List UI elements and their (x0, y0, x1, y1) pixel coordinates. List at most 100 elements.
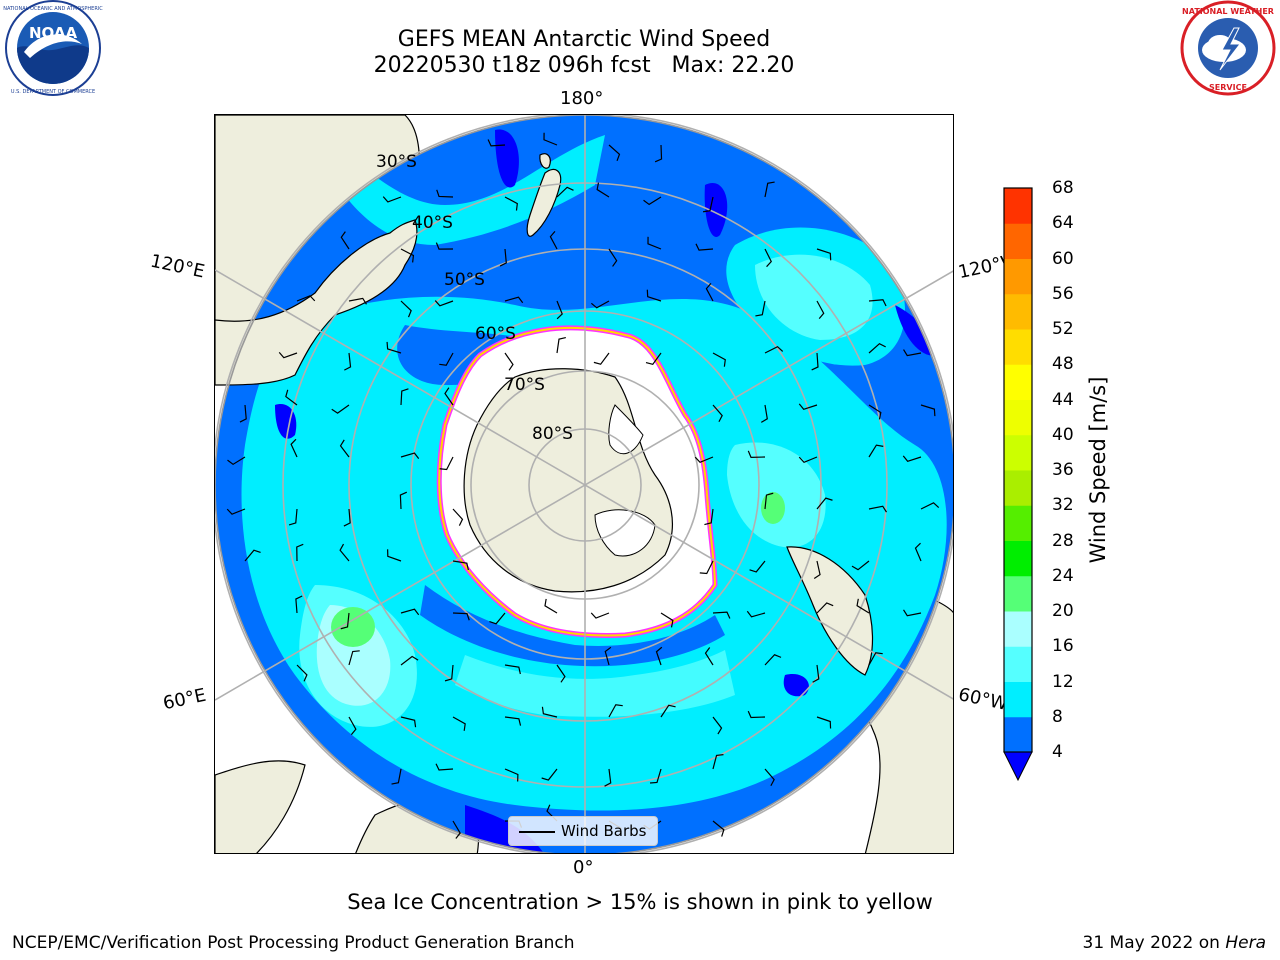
wind-barb (749, 560, 766, 573)
wind-barb (764, 492, 774, 510)
lat-label-80s: 80°S (532, 424, 573, 444)
wind-barb (914, 542, 922, 562)
footer-date-text: 31 May 2022 on (1082, 933, 1226, 953)
lon-label-60e: 60°E (161, 684, 208, 715)
wind-barb (400, 300, 412, 318)
wind-barb (434, 300, 454, 307)
footer-machine: Hera (1225, 933, 1266, 953)
wind-barb (747, 450, 766, 458)
wind-barb (760, 404, 768, 423)
wind-barb (868, 342, 886, 354)
wind-barb (439, 352, 454, 366)
wind-barb (608, 248, 618, 267)
wind-barb (704, 647, 714, 666)
wind-barb (712, 716, 723, 735)
wind-barb (868, 299, 887, 307)
svg-text:NOAA: NOAA (29, 24, 78, 42)
colorbar-segment (1004, 293, 1032, 330)
wind-barb (812, 664, 820, 683)
wind-barb (278, 351, 298, 359)
colorbar-tick-label: 8 (1052, 706, 1063, 727)
colorbar-tick-label: 4 (1052, 742, 1063, 762)
wind-barb (712, 352, 726, 367)
wind-barb (549, 230, 558, 250)
wind-barb (227, 456, 246, 466)
wind-barb (452, 820, 461, 839)
wind-barb (400, 452, 420, 460)
wind-barb (543, 132, 558, 146)
wind-barb (504, 196, 518, 211)
colorbar-segment (1004, 575, 1032, 612)
wind-barb (816, 300, 825, 320)
wind-barb (764, 181, 775, 198)
colorbar-tick-label: 68 (1052, 178, 1074, 198)
wind-barb (764, 654, 782, 666)
wind-barb (590, 612, 610, 619)
wind-barb (764, 346, 784, 354)
wind-barb (811, 352, 819, 371)
wind-barb (400, 388, 409, 406)
colorbar-tick-label: 64 (1052, 213, 1074, 234)
wind-barb (646, 289, 662, 302)
wind-barb (340, 612, 350, 630)
wind-barb (226, 508, 246, 515)
colorbar-segment (1004, 470, 1032, 506)
wind-barb (348, 297, 367, 305)
wind-barb (856, 598, 870, 614)
colorbar-segment (1004, 188, 1032, 224)
wind-barb (400, 248, 415, 263)
wind-barb (868, 652, 883, 666)
wind-barb (699, 560, 714, 575)
wind-barb (590, 300, 610, 309)
wind-barb (400, 716, 417, 728)
wind-barb (655, 646, 663, 666)
wind-barb (903, 349, 922, 357)
wind-barb (596, 182, 610, 198)
wind-barb (654, 144, 663, 163)
wind-barb (452, 612, 470, 621)
sea-ice (436, 325, 718, 638)
wind-barb (382, 196, 402, 203)
wind-barb (331, 404, 350, 414)
wind-barb (694, 456, 714, 464)
wind-barb (290, 438, 298, 458)
wind-barb (704, 508, 714, 526)
graticule (215, 115, 953, 853)
wind-barb (755, 300, 766, 317)
lon-label-0: 0° (573, 857, 594, 878)
wind-barb (435, 763, 454, 771)
wind-speed-colorbar (1003, 187, 1033, 782)
sea-ice-note: Sea Ice Concentration > 15% is shown in … (347, 890, 933, 914)
lat-label-60s: 60°S (475, 324, 516, 344)
wind-barb (391, 768, 402, 785)
wind-barb (660, 612, 674, 628)
wind-barb-legend-line (519, 831, 555, 833)
wind-barb (712, 404, 723, 423)
map-title: GEFS MEAN Antarctic Wind Speed (397, 27, 771, 52)
map-subtitle-run: 20220530 t18z 096h fcst Max: 22.20 (373, 53, 795, 78)
wind-barbs (226, 132, 940, 839)
wind-barb (348, 716, 357, 735)
nws-logo: NATIONAL WEATHER SERVICE (1176, 0, 1280, 104)
lat-label-30s: 30°S (376, 152, 417, 172)
continents (215, 153, 874, 676)
wind-barb (348, 650, 360, 666)
wind-barb (764, 768, 775, 787)
wind-barb (285, 389, 298, 406)
wind-barb (813, 560, 821, 580)
lat-label-50s: 50°S (444, 270, 485, 290)
wind-barb (660, 704, 676, 718)
colorbar-tick-label: 60 (1052, 248, 1074, 269)
wind-barb (339, 439, 350, 458)
wind-barb (851, 560, 870, 571)
wind-barb (386, 341, 402, 354)
lon-label-180: 180° (560, 88, 604, 109)
map-legend: Wind Barbs (508, 816, 658, 846)
wind-barb (816, 497, 833, 510)
colorbar-segment (1004, 399, 1032, 436)
svg-text:U.S. DEPARTMENT OF COMMERCE: U.S. DEPARTMENT OF COMMERCE (11, 89, 95, 95)
wind-barb (344, 352, 352, 371)
colorbar-tick-label: 36 (1052, 460, 1074, 480)
wind-barb (288, 508, 298, 526)
colorbar-segment (1004, 364, 1032, 400)
